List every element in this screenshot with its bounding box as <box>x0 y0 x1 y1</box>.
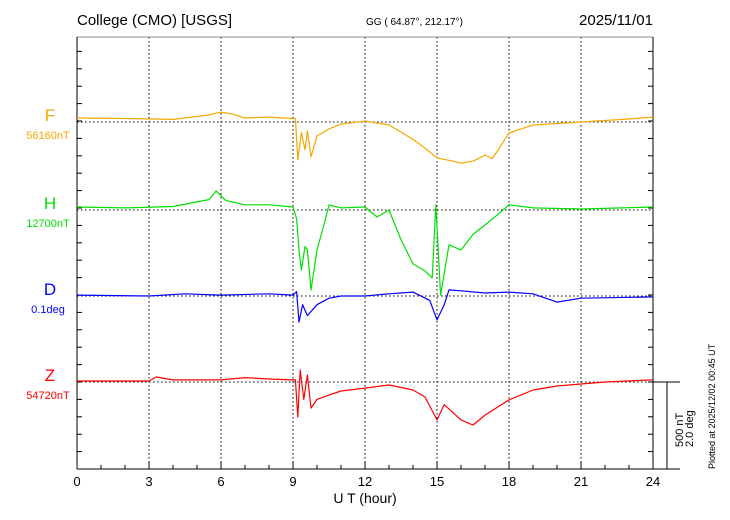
component-label-z: Z <box>45 366 55 385</box>
series-labels: F 56160nT H 12700nT D 0.1deg Z 54720nT <box>26 106 70 402</box>
component-label-d: D <box>44 280 56 299</box>
trace-d <box>76 289 654 323</box>
baseline-label-d: 0.1deg <box>31 304 65 316</box>
grid <box>77 37 653 469</box>
trace-h <box>76 190 654 296</box>
x-tick-label: 9 <box>289 474 296 489</box>
traces <box>76 111 654 426</box>
x-tick-label: 6 <box>217 474 224 489</box>
baseline-label-z: 54720nT <box>26 390 70 402</box>
x-tick-label: 21 <box>574 474 588 489</box>
trace-f <box>76 111 654 164</box>
x-tick-label: 12 <box>358 474 372 489</box>
x-tick-label: 0 <box>73 474 80 489</box>
scale-nt-label: 500 nT <box>674 412 686 447</box>
x-tick-label: 3 <box>145 474 152 489</box>
baseline-label-f: 56160nT <box>26 130 70 142</box>
plotted-timestamp: Plotted at 2025/12/02 00:45 UT <box>707 343 717 469</box>
x-tick-label: 24 <box>646 474 660 489</box>
coords-label: GG ( 64.87°, 212.17°) <box>366 17 463 28</box>
station-title: College (CMO) [USGS] <box>77 12 232 29</box>
scale-deg-label: 2.0 deg <box>684 410 696 447</box>
date-label: 2025/11/01 <box>579 12 653 29</box>
component-label-h: H <box>44 194 56 213</box>
baseline-label-h: 12700nT <box>26 218 70 230</box>
x-tick-label: 18 <box>502 474 516 489</box>
x-tick-label: 15 <box>430 474 444 489</box>
scale-bar: 500 nT 2.0 deg <box>653 381 696 470</box>
component-label-f: F <box>45 106 55 125</box>
x-axis-label: U T (hour) <box>333 490 396 506</box>
trace-z <box>77 369 654 426</box>
axes: 0 3 6 9 12 15 18 21 24 <box>73 36 660 489</box>
